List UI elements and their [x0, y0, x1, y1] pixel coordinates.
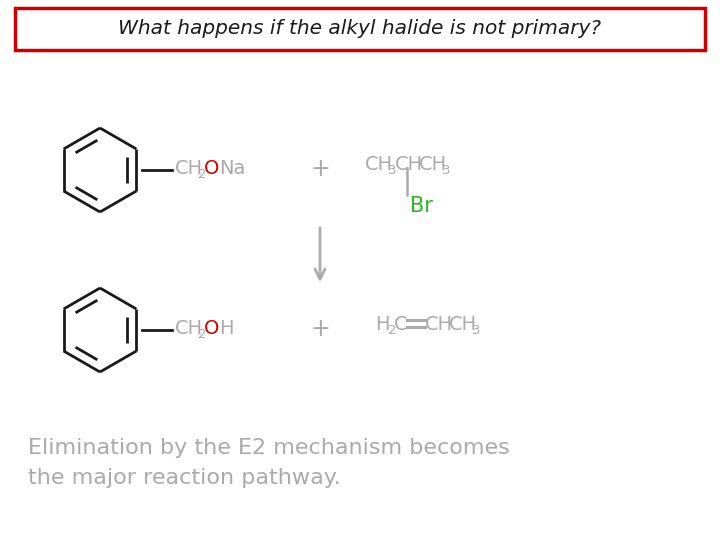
Text: CH: CH: [175, 320, 203, 339]
Text: CH: CH: [395, 154, 423, 173]
FancyBboxPatch shape: [15, 8, 705, 50]
Text: 3: 3: [442, 164, 451, 177]
Text: CH: CH: [419, 154, 447, 173]
Text: C: C: [394, 314, 408, 334]
Text: 2: 2: [198, 168, 207, 181]
Text: H: H: [375, 314, 390, 334]
Text: 2: 2: [198, 328, 207, 341]
Text: Na: Na: [219, 159, 246, 179]
Text: Elimination by the E2 mechanism becomes: Elimination by the E2 mechanism becomes: [28, 438, 510, 458]
Text: 3: 3: [472, 323, 480, 336]
Text: 3: 3: [388, 164, 397, 177]
Text: +: +: [310, 317, 330, 341]
Text: CH: CH: [365, 154, 393, 173]
Text: the major reaction pathway.: the major reaction pathway.: [28, 468, 341, 488]
Text: Br: Br: [410, 196, 433, 216]
Text: H: H: [219, 320, 233, 339]
Text: CH: CH: [449, 314, 477, 334]
Text: O: O: [204, 320, 220, 339]
Text: CH: CH: [175, 159, 203, 179]
Text: CH: CH: [425, 314, 453, 334]
Text: +: +: [310, 157, 330, 181]
Text: 2: 2: [388, 323, 397, 336]
Text: O: O: [204, 159, 220, 179]
Text: What happens if the alkyl halide is not primary?: What happens if the alkyl halide is not …: [119, 19, 601, 38]
